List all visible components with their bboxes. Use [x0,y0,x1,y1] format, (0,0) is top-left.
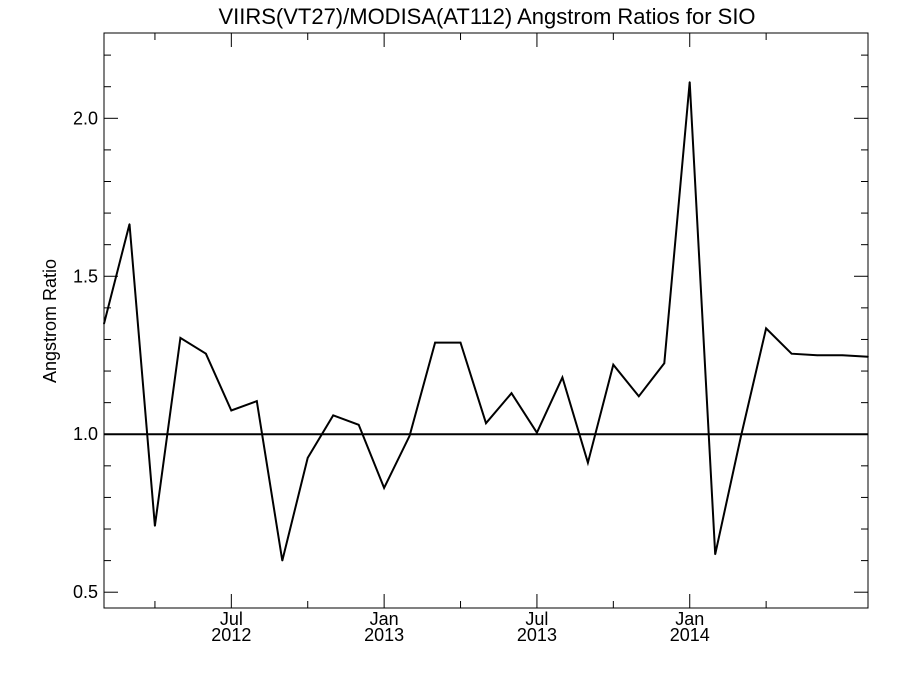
data-point [434,341,436,344]
data-point [205,352,207,355]
data-point [332,414,335,417]
data-point [103,322,105,325]
series-line [103,81,869,561]
y-tick-label: 2.0 [73,108,98,128]
y-tick-label: 1.0 [73,424,98,444]
data-point [587,461,589,464]
data-point [230,409,233,412]
data-point [688,81,691,83]
x-tick-label-year: 2012 [211,625,251,645]
y-tick-label: 0.5 [73,582,98,602]
data-point [765,327,767,330]
data-point [408,435,411,437]
data-point [255,400,258,402]
data-point [485,422,487,425]
data-point [536,431,538,434]
data-point [561,376,564,379]
data-point [816,354,818,357]
data-point [179,337,182,339]
x-tick-label-year: 2013 [517,625,557,645]
data-point [383,487,385,489]
y-tick-label: 1.5 [73,266,98,286]
data-point [612,363,615,366]
x-tick-label-month: Jan [675,609,704,629]
data-point [663,362,666,365]
y-axis-label: Angstrom Ratio [40,259,60,383]
data-point [841,354,844,357]
data-point [154,525,156,527]
plot-frame [103,32,869,609]
x-tick-label-month: Jul [525,609,548,629]
x-tick-label-year: 2013 [364,625,404,645]
data-point [128,223,131,225]
data-point [306,457,309,459]
data-point [790,352,793,355]
data-point [714,553,716,556]
data-point [867,356,869,358]
x-tick-label-year: 2014 [670,625,710,645]
data-point [357,424,360,426]
data-point [510,392,513,395]
data-point [281,559,284,562]
chart-title: VIIRS(VT27)/MODISA(AT112) Angstrom Ratio… [218,4,755,29]
data-point [739,436,742,439]
data-point [638,395,640,398]
x-tick-label-month: Jul [220,609,243,629]
x-tick-label-month: Jan [370,609,399,629]
data-point [459,341,462,344]
